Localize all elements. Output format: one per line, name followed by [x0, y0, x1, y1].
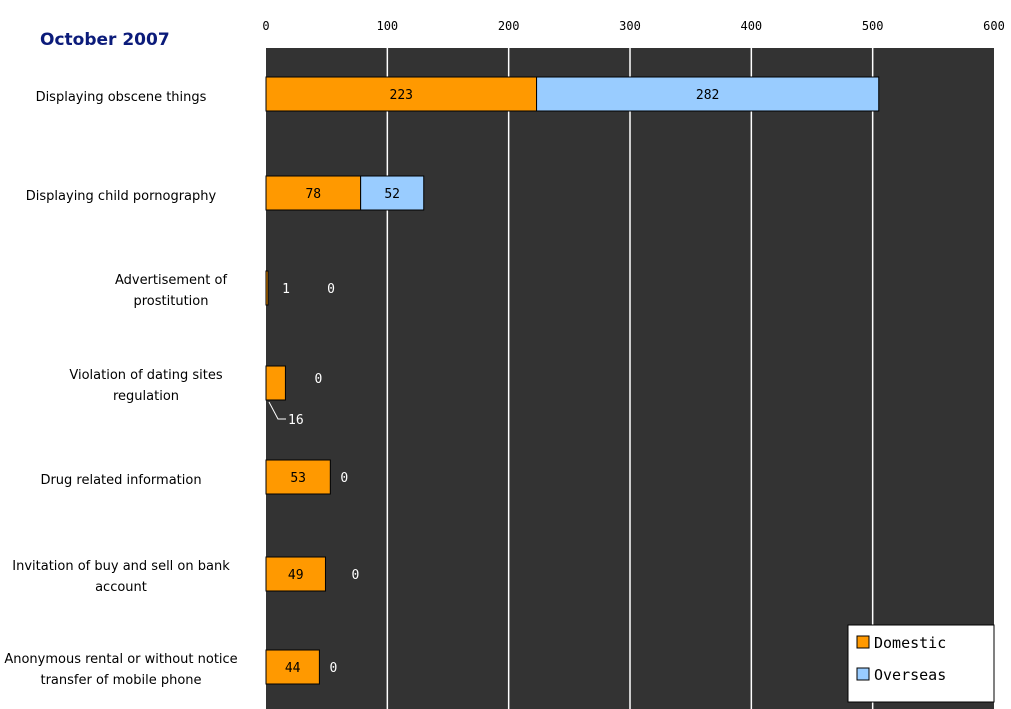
data-label-domestic: 78 [305, 187, 321, 202]
x-tick-label: 100 [376, 19, 398, 33]
bar-domestic [265, 556, 326, 592]
gridlines [386, 48, 874, 709]
data-label-overseas: 0 [327, 282, 335, 297]
legend-swatch [856, 667, 870, 681]
x-tick-label: 0 [262, 19, 269, 33]
bars [265, 76, 880, 685]
bar-overseas [536, 76, 880, 112]
x-tick-label: 200 [498, 19, 520, 33]
bar-domestic [265, 76, 538, 112]
x-tick-label: 500 [862, 19, 884, 33]
legend: Domestic Overseas [847, 624, 995, 703]
data-label-overseas: 0 [314, 372, 322, 387]
data-label-domestic: 223 [390, 88, 413, 103]
bar-domestic [265, 365, 286, 401]
data-label-overseas: 0 [329, 661, 337, 676]
legend-box [847, 624, 995, 703]
data-label-domestic: 44 [285, 661, 301, 676]
legend-swatch [856, 635, 870, 649]
chart-title: October 2007 [40, 30, 170, 50]
bar-domestic [265, 270, 269, 306]
data-label-domestic: 53 [290, 471, 306, 486]
data-labels: 223 282 78 52 1 0 16 0 53 0 49 0 44 0 [268, 88, 719, 676]
category-label: Invitation of buy and sell on bank accou… [12, 559, 230, 595]
data-label-domestic: 1 [282, 282, 290, 297]
x-tick-label: 300 [619, 19, 641, 33]
data-label-overseas: 0 [352, 568, 360, 583]
data-label-overseas: 52 [384, 187, 400, 202]
data-label-domestic: 16 [288, 413, 304, 428]
category-label: Anonymous rental or without notice trans… [4, 652, 238, 688]
data-label-domestic: 49 [288, 568, 304, 583]
legend-label: Domestic [874, 634, 946, 652]
category-label: Displaying obscene things [35, 89, 207, 105]
legend-label: Overseas [874, 666, 946, 684]
data-label-overseas: 282 [696, 88, 719, 103]
data-label-overseas: 0 [340, 471, 348, 486]
bar-overseas [360, 175, 425, 211]
bar-domestic [265, 649, 320, 685]
category-label: Displaying child pornography [25, 188, 217, 204]
leader-line [268, 401, 286, 420]
x-tick-labels: 0 100 200 300 400 500 600 [262, 19, 1004, 33]
category-label: Advertisement of prostitution [114, 273, 228, 309]
x-tick-label: 600 [983, 19, 1005, 33]
x-tick-label: 400 [740, 19, 762, 33]
category-label: Violation of dating sites regulation [69, 368, 223, 404]
bar-domestic [265, 175, 362, 211]
bar-domestic [265, 459, 331, 495]
category-label: Drug related information [40, 472, 202, 488]
